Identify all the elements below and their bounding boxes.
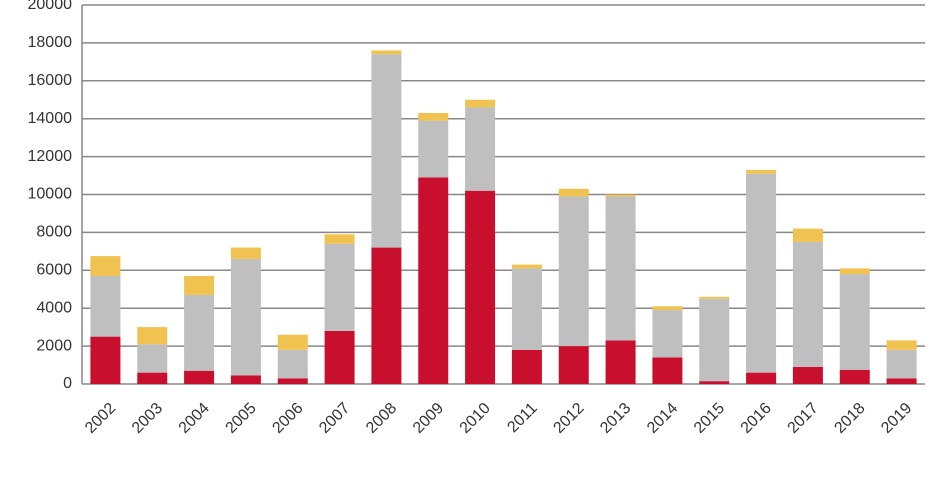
- x-tick-label: 2006: [269, 400, 306, 437]
- x-tick-label: 2013: [597, 400, 634, 437]
- bar-segment: [465, 107, 496, 191]
- y-tick-label: 8000: [36, 224, 72, 241]
- y-tick-label: 4000: [36, 299, 72, 316]
- bar-segment: [839, 274, 870, 370]
- y-tick-label: 16000: [28, 72, 73, 89]
- x-tick-label: 2005: [223, 400, 260, 437]
- bar-segment: [277, 378, 308, 384]
- bar-segment: [324, 234, 355, 244]
- bar-segment: [839, 268, 870, 275]
- x-tick-label: 2010: [457, 400, 494, 437]
- bar-segment: [746, 173, 777, 373]
- x-tick-label: 2011: [504, 400, 540, 436]
- x-tick-label: 2009: [410, 400, 447, 437]
- bar-segment: [418, 113, 449, 121]
- bar-segment: [230, 258, 261, 376]
- bar-segment: [277, 334, 308, 350]
- x-tick-label: 2014: [644, 400, 681, 437]
- x-tick-label: 2017: [785, 400, 822, 437]
- bar-segment: [511, 268, 542, 350]
- x-tick-label: 2008: [363, 400, 400, 437]
- y-tick-label: 18000: [28, 34, 73, 51]
- bar-segment: [465, 99, 496, 108]
- x-tick-label: 2012: [550, 400, 587, 437]
- bar-segment: [371, 54, 402, 248]
- bar-segment: [699, 296, 730, 299]
- bar-segment: [652, 357, 683, 384]
- bar-segment: [418, 177, 449, 384]
- bar-segment: [792, 241, 823, 367]
- x-tick-label: 2016: [738, 400, 775, 437]
- bar-segment: [605, 194, 636, 197]
- bar-segment: [652, 306, 683, 311]
- x-tick-label: 2015: [691, 400, 728, 437]
- y-tick-label: 20000: [28, 0, 73, 13]
- bar-segment: [792, 366, 823, 384]
- bar-segment: [605, 340, 636, 384]
- bar-segment: [886, 378, 917, 384]
- bar-segment: [886, 349, 917, 379]
- bar-segment: [511, 264, 542, 269]
- bar-segment: [324, 243, 355, 331]
- bar-segment: [699, 381, 730, 384]
- y-tick-label: 0: [63, 375, 72, 392]
- bar-segment: [90, 275, 121, 337]
- bar-segment: [184, 275, 215, 295]
- y-tick-label: 14000: [28, 110, 73, 127]
- bar-segment: [746, 169, 777, 174]
- bar-segment: [230, 375, 261, 384]
- y-tick-label: 2000: [36, 337, 72, 354]
- bar-segment: [371, 50, 402, 55]
- x-tick-label: 2004: [176, 400, 213, 437]
- bar-segment: [558, 188, 589, 197]
- x-tick-label: 2003: [129, 400, 166, 437]
- bar-segment: [886, 340, 917, 350]
- bar-segment: [324, 330, 355, 384]
- bar-segment: [137, 372, 168, 384]
- bar-segment: [371, 247, 402, 384]
- bar-segment: [230, 247, 261, 259]
- bar-segment: [746, 372, 777, 384]
- bar-segment: [90, 256, 121, 276]
- bar-segment: [511, 349, 542, 384]
- bar-segment: [137, 344, 168, 373]
- bar-segment: [137, 327, 168, 345]
- bar-segment: [184, 370, 215, 384]
- bar-segment: [277, 349, 308, 379]
- y-tick-label: 12000: [28, 148, 73, 165]
- x-tick-label: 2002: [82, 400, 119, 437]
- bar-segment: [90, 336, 121, 384]
- bar-segment: [839, 369, 870, 384]
- bar-segment: [558, 196, 589, 347]
- y-tick-label: 10000: [28, 186, 73, 203]
- x-tick-label: 2019: [878, 400, 915, 437]
- bar-segment: [652, 310, 683, 358]
- x-tick-label: 2007: [316, 400, 353, 437]
- bar-segment: [418, 120, 449, 178]
- y-tick-label: 6000: [36, 262, 72, 279]
- bar-segment: [558, 346, 589, 384]
- bar-segment: [605, 196, 636, 341]
- x-tick-label: 2018: [831, 400, 868, 437]
- bar-segment: [465, 190, 496, 384]
- bar-segment: [699, 298, 730, 382]
- bar-segment: [792, 228, 823, 242]
- bar-segment: [184, 294, 215, 371]
